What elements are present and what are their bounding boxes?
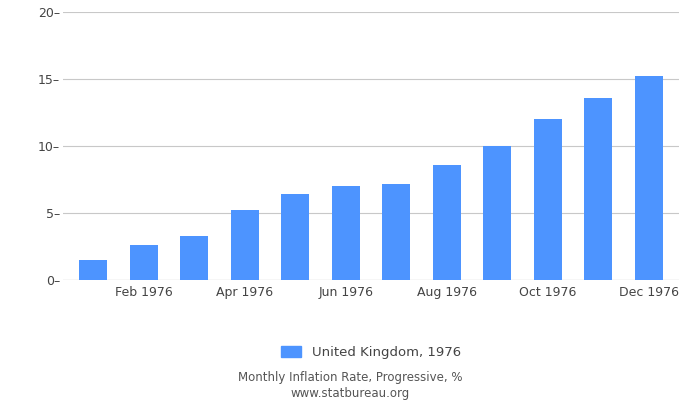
Bar bbox=[130, 245, 158, 280]
Bar bbox=[181, 236, 208, 280]
Bar bbox=[281, 194, 309, 280]
Bar bbox=[231, 210, 259, 280]
Bar bbox=[534, 119, 561, 280]
Bar bbox=[382, 184, 410, 280]
Bar bbox=[433, 165, 461, 280]
Bar bbox=[79, 260, 107, 280]
Bar bbox=[483, 146, 511, 280]
Bar bbox=[635, 76, 663, 280]
Legend: United Kingdom, 1976: United Kingdom, 1976 bbox=[281, 346, 461, 359]
Text: Monthly Inflation Rate, Progressive, %: Monthly Inflation Rate, Progressive, % bbox=[238, 372, 462, 384]
Text: www.statbureau.org: www.statbureau.org bbox=[290, 388, 410, 400]
Bar bbox=[332, 186, 360, 280]
Bar bbox=[584, 98, 612, 280]
